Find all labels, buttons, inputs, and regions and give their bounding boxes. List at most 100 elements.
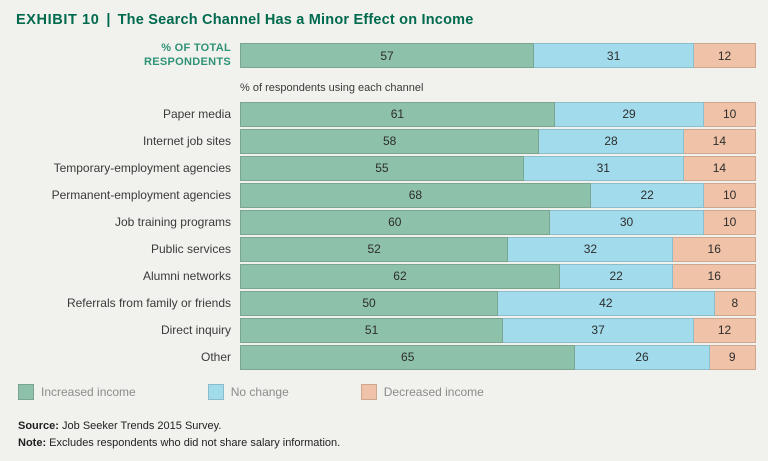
- bar-value: 57: [380, 48, 394, 63]
- bar-segment-no-change: 37: [503, 317, 695, 343]
- bar-segment-decreased-income: 10: [704, 182, 756, 208]
- stacked-bar: 65 26 9: [240, 344, 756, 370]
- title-text: The Search Channel Has a Minor Effect on…: [117, 12, 474, 28]
- bar-value: 68: [408, 188, 423, 202]
- legend-label: No change: [230, 384, 289, 399]
- bar-segment-decreased-income: 12: [694, 317, 756, 343]
- bar-value: 22: [640, 188, 654, 202]
- bar-segment-no-change: 31: [534, 43, 695, 69]
- chart-row: Public services 52 32 16: [12, 236, 756, 262]
- total-row-label: % OF TOTAL RESPONDENTS: [143, 42, 231, 68]
- chart-row: Other 65 26 9: [12, 344, 756, 370]
- bar-value: 32: [583, 242, 598, 256]
- bar-segment-increased-income: 57: [240, 43, 535, 69]
- chart-title: EXHIBIT 10 | The Search Channel Has a Mino…: [16, 12, 756, 28]
- bar-value: 42: [599, 296, 613, 310]
- bar-segment-no-change: 26: [575, 344, 710, 370]
- bar-value: 22: [609, 269, 623, 283]
- stacked-bar: 68 22 10: [240, 182, 756, 208]
- bar-value: 51: [364, 323, 379, 337]
- row-label: Job training programs: [114, 215, 231, 229]
- legend-item: Decreased income: [360, 383, 484, 400]
- chart-row: Temporary-employment agencies 55 31 14: [12, 155, 756, 181]
- bar-segment-increased-income: 61: [240, 101, 555, 127]
- stacked-bar: 52 32 16: [240, 236, 756, 262]
- bar-value: 8: [731, 296, 739, 310]
- legend-swatch-decreased-income: [360, 383, 377, 400]
- stacked-bar: 62 22 16: [240, 263, 756, 289]
- bar-segment-no-change: 28: [539, 128, 684, 154]
- stacked-bar: 58 28 14: [240, 128, 756, 154]
- legend: Increased income No change Decreased incom…: [18, 383, 756, 400]
- bar-segment-decreased-income: 14: [683, 128, 756, 154]
- stacked-bar: 60 30 10: [240, 209, 756, 235]
- note-text: Excludes respondents who did not share s…: [49, 436, 341, 449]
- bar-value: 55: [375, 161, 389, 175]
- bar-value: 37: [591, 323, 605, 337]
- legend-swatch-increased-income: [18, 383, 34, 400]
- bar-segment-decreased-income: 16: [673, 263, 756, 289]
- bar-value: 12: [717, 48, 732, 63]
- bar-segment-increased-income: 51: [240, 317, 504, 343]
- chart-row: Referrals from family or friends 50 42 8: [12, 290, 756, 316]
- chart-rows: Paper media 61 29 10 Internet job sites 58 28 1…: [12, 101, 756, 370]
- row-label: Internet job sites: [142, 134, 231, 148]
- stacked-bar: 50 42 8: [240, 290, 756, 316]
- bar-segment-increased-income: 50: [240, 290, 498, 316]
- bar-value: 16: [707, 269, 721, 283]
- bar-value: 50: [362, 296, 376, 310]
- bar-segment-decreased-income: 10: [704, 101, 756, 127]
- stacked-bar: 61 29 10: [240, 101, 756, 127]
- bar-value: 52: [367, 242, 381, 256]
- row-label: Public services: [150, 242, 231, 256]
- chart-row: Paper media 61 29 10: [12, 101, 756, 127]
- chart-row: Job training programs 60 30 10: [12, 209, 756, 235]
- chart-row: Alumni networks 62 22 16: [12, 263, 756, 289]
- bar-segment-increased-income: 60: [240, 209, 550, 235]
- exhibit-number: EXHIBIT 10: [16, 12, 100, 28]
- bar-value: 30: [619, 215, 634, 229]
- bar-value: 31: [596, 161, 610, 175]
- bar-value: 31: [606, 48, 621, 63]
- bar-value: 61: [390, 107, 405, 121]
- legend-item: No change: [207, 383, 289, 400]
- legend-label: Decreased income: [383, 384, 484, 399]
- bar-value: 9: [728, 350, 736, 364]
- bar-segment-decreased-income: 9: [709, 344, 756, 370]
- bar-segment-no-change: 32: [508, 236, 674, 262]
- title-separator: |: [106, 12, 111, 28]
- row-label: Paper media: [162, 107, 231, 121]
- row-label: Permanent-employment agencies: [51, 188, 231, 202]
- note-line: Note: Excludes respondents who did not s…: [18, 435, 756, 452]
- bar-value: 14: [712, 161, 727, 175]
- stacked-bar: 51 37 12: [240, 317, 756, 343]
- source-text: Job Seeker Trends 2015 Survey.: [62, 419, 222, 432]
- total-row: % OF TOTAL RESPONDENTS 57 31 12: [12, 42, 756, 70]
- bar-segment-increased-income: 68: [240, 182, 591, 208]
- chart-row: Direct inquiry 51 37 12: [12, 317, 756, 343]
- bar-value: 58: [382, 134, 397, 148]
- stacked-bar-chart: % OF TOTAL RESPONDENTS 57 31 12 % of respo…: [12, 42, 756, 370]
- stacked-bar: 57 31 12: [240, 43, 756, 69]
- bar-segment-decreased-income: 12: [694, 43, 756, 69]
- total-bar-slot: 57 31 12: [240, 43, 756, 69]
- bar-value: 60: [388, 215, 402, 229]
- bar-segment-decreased-income: 14: [683, 155, 756, 181]
- bar-segment-no-change: 31: [523, 155, 684, 181]
- bar-segment-no-change: 29: [554, 101, 705, 127]
- bar-segment-decreased-income: 8: [714, 290, 756, 316]
- bar-value: 14: [712, 134, 727, 148]
- legend-swatch-no-change: [207, 383, 224, 400]
- bar-segment-decreased-income: 10: [704, 209, 756, 235]
- bar-value: 10: [723, 215, 737, 229]
- bar-segment-increased-income: 58: [240, 128, 540, 154]
- bar-value: 65: [401, 350, 415, 364]
- chart-row: Permanent-employment agencies 68 22 10: [12, 182, 756, 208]
- bar-segment-increased-income: 65: [240, 344, 576, 370]
- source-line: Source: Job Seeker Trends 2015 Survey.: [18, 418, 756, 435]
- footnotes: Source: Job Seeker Trends 2015 Survey. N…: [18, 418, 756, 452]
- bar-value: 29: [622, 107, 636, 121]
- bar-segment-no-change: 22: [559, 263, 674, 289]
- stacked-bar: 55 31 14: [240, 155, 756, 181]
